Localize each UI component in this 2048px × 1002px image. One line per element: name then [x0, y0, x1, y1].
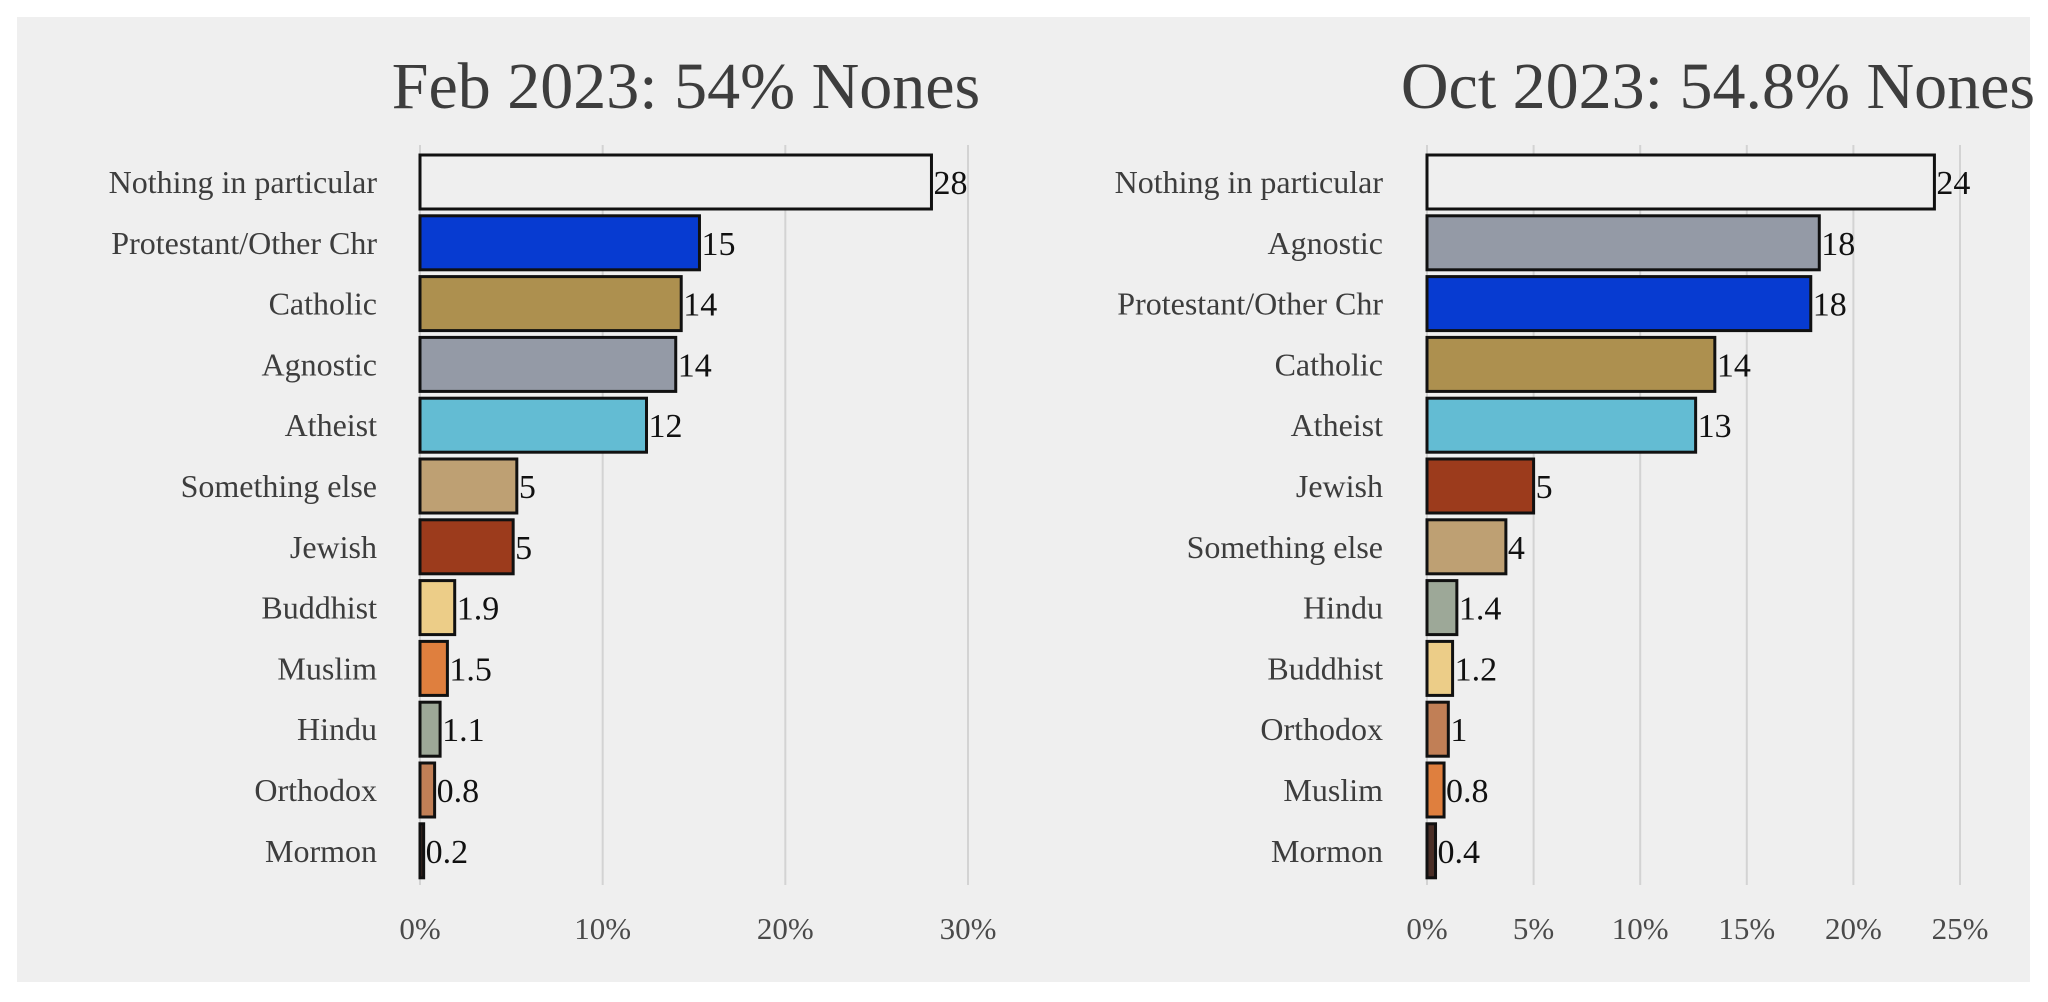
bar-nothing-in-particular — [418, 153, 933, 211]
x-tick-label: 20% — [1825, 911, 1882, 946]
value-labels: 24 18 18 14 13 541.4 1.2 1 0.8 0.4 — [1438, 165, 1971, 871]
value-label: 15 — [701, 226, 735, 263]
x-tick-label: 0% — [399, 911, 440, 946]
value-label: 0.8 — [1446, 773, 1489, 810]
bar-muslim — [1425, 761, 1446, 819]
chart-feb-2023: 28 15 14 14 12 5 5 1.9 1.5 1.1 0.8 0.2 Nothing in p… — [109, 50, 997, 946]
category-label: Hindu — [1303, 590, 1383, 626]
bar-orthodox — [418, 761, 437, 819]
category-label: Mormon — [265, 833, 377, 869]
value-label: 14 — [1717, 347, 1751, 384]
category-label: Muslim — [277, 650, 377, 686]
bars — [1425, 153, 1936, 880]
x-tick-label: 25% — [1932, 911, 1989, 946]
bar-atheist — [418, 396, 649, 454]
value-labels: 28 15 14 14 12 5 5 1.9 1.5 1.1 0.8 0.2 — [426, 165, 968, 871]
x-tick-labels: 0% 10% 20% 30% — [399, 911, 996, 946]
category-label: Something else — [1187, 529, 1383, 565]
value-label: 1.9 — [457, 591, 500, 628]
bar-protestant-other-chr — [1425, 275, 1813, 333]
category-label: Jewish — [290, 529, 377, 565]
value-label: 12 — [649, 408, 683, 445]
value-label: 1.2 — [1455, 651, 1498, 688]
category-label: Atheist — [285, 407, 378, 443]
value-label: 1.4 — [1459, 591, 1502, 628]
category-label: Hindu — [297, 711, 377, 747]
bar-agnostic — [418, 335, 678, 393]
x-tick-label: 20% — [757, 911, 814, 946]
x-tick-label: 10% — [1612, 911, 1669, 946]
bar-something-else — [418, 457, 519, 515]
bar-jewish — [1425, 457, 1536, 515]
category-labels: Nothing in particular Protestant/Other Ch… — [109, 164, 378, 869]
category-label: Orthodox — [254, 772, 377, 808]
value-label: 18 — [1821, 226, 1855, 263]
x-tick-label: 10% — [574, 911, 631, 946]
x-tick-label: 5% — [1513, 911, 1554, 946]
value-label: 24 — [1936, 165, 1970, 202]
bar-hindu — [418, 700, 442, 758]
category-label: Nothing in particular — [109, 164, 378, 200]
value-label: 14 — [683, 287, 717, 324]
bar-agnostic — [1425, 214, 1821, 272]
value-label: 1 — [1450, 712, 1467, 749]
bar-orthodox — [1425, 700, 1450, 758]
category-label: Agnostic — [261, 346, 377, 382]
value-label: 18 — [1813, 287, 1847, 324]
bar-jewish — [418, 518, 515, 576]
category-label: Buddhist — [1267, 650, 1383, 686]
category-labels: Nothing in particular Agnostic Protestant/… — [1115, 164, 1384, 869]
bar-mormon — [418, 822, 426, 880]
value-label: 1.1 — [442, 712, 485, 749]
chart-oct-2023: 24 18 18 14 13 541.4 1.2 1 0.8 0.4 Nothing in par… — [1115, 50, 2036, 946]
value-label: 0.4 — [1438, 834, 1481, 871]
x-tick-label: 0% — [1406, 911, 1447, 946]
bar-atheist — [1425, 396, 1698, 454]
category-label: Nothing in particular — [1115, 164, 1384, 200]
value-label: 0.8 — [437, 773, 480, 810]
bar-catholic — [1425, 335, 1717, 393]
value-label: 4 — [1508, 530, 1525, 567]
value-label: 28 — [933, 165, 967, 202]
category-label: Protestant/Other Chr — [1117, 286, 1383, 322]
bar-mormon — [1425, 822, 1438, 880]
category-label: Catholic — [1275, 346, 1383, 382]
category-label: Atheist — [1291, 407, 1384, 443]
bar-something-else — [1425, 518, 1508, 576]
bar-catholic — [418, 275, 683, 333]
value-label: 5 — [519, 469, 536, 506]
value-label: 14 — [678, 347, 712, 384]
category-label: Muslim — [1283, 772, 1383, 808]
bar-buddhist — [418, 579, 457, 637]
x-tick-labels: 0% 5% 10% 15% 20% 25% — [1406, 911, 1988, 946]
bar-muslim — [418, 639, 449, 697]
value-label: 5 — [515, 530, 532, 567]
category-label: Buddhist — [261, 590, 377, 626]
chart-title: Feb 2023: 54% Nones — [392, 50, 980, 123]
x-tick-label: 15% — [1718, 911, 1775, 946]
category-label: Agnostic — [1267, 225, 1383, 261]
category-label: Protestant/Other Chr — [111, 225, 377, 261]
chart-title: Oct 2023: 54.8% Nones — [1401, 50, 2035, 123]
bar-nothing-in-particular — [1425, 153, 1936, 211]
category-label: Jewish — [1296, 468, 1383, 504]
category-label: Mormon — [1271, 833, 1383, 869]
category-label: Orthodox — [1260, 711, 1383, 747]
category-label: Catholic — [269, 286, 377, 322]
bar-hindu — [1425, 579, 1459, 637]
category-label: Something else — [181, 468, 377, 504]
value-label: 5 — [1536, 469, 1553, 506]
value-label: 1.5 — [449, 651, 492, 688]
bars — [418, 153, 933, 880]
x-tick-label: 30% — [940, 911, 997, 946]
value-label: 0.2 — [426, 834, 469, 871]
bar-buddhist — [1425, 639, 1455, 697]
value-label: 13 — [1698, 408, 1732, 445]
bar-protestant-other-chr — [418, 214, 701, 272]
